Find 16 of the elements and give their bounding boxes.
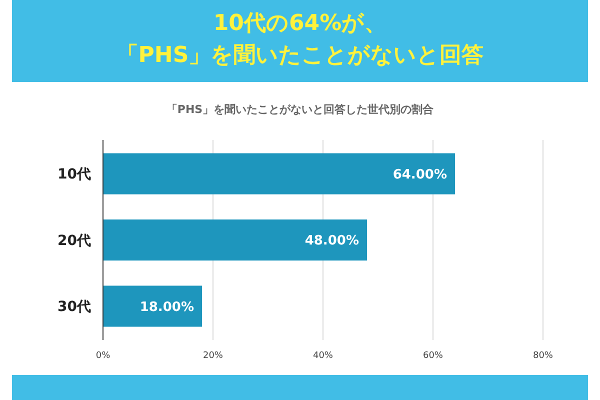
x-tick-label: 20% xyxy=(202,351,224,361)
chart-subtitle: 「PHS」を聞いたことがないと回答した世代別の割合 xyxy=(166,103,435,116)
y-tick-label: 10代 xyxy=(58,166,91,183)
bar xyxy=(103,219,367,261)
chart-title: 10代の64%が、「PHS」を聞いたことがないと回答 xyxy=(116,11,484,68)
y-tick-label: 20代 xyxy=(58,232,91,249)
x-tick-label: 60% xyxy=(422,351,444,361)
data-label: 48.00% xyxy=(304,234,359,249)
x-tick-label: 0% xyxy=(96,351,111,361)
y-tick-label: 30代 xyxy=(58,299,91,316)
data-label: 18.00% xyxy=(140,300,194,315)
x-tick-label: 80% xyxy=(532,351,554,361)
data-label: 64.00% xyxy=(392,167,447,182)
bar xyxy=(103,153,455,194)
x-tick-label: 40% xyxy=(312,351,334,361)
bar xyxy=(103,286,202,327)
